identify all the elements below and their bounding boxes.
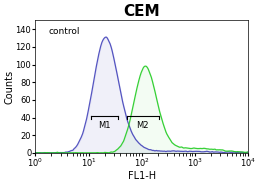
Text: control: control [48, 27, 80, 36]
Text: M1: M1 [98, 121, 111, 130]
X-axis label: FL1-H: FL1-H [128, 171, 156, 181]
Y-axis label: Counts: Counts [4, 70, 14, 104]
Title: CEM: CEM [123, 4, 160, 19]
Text: M2: M2 [136, 121, 149, 130]
